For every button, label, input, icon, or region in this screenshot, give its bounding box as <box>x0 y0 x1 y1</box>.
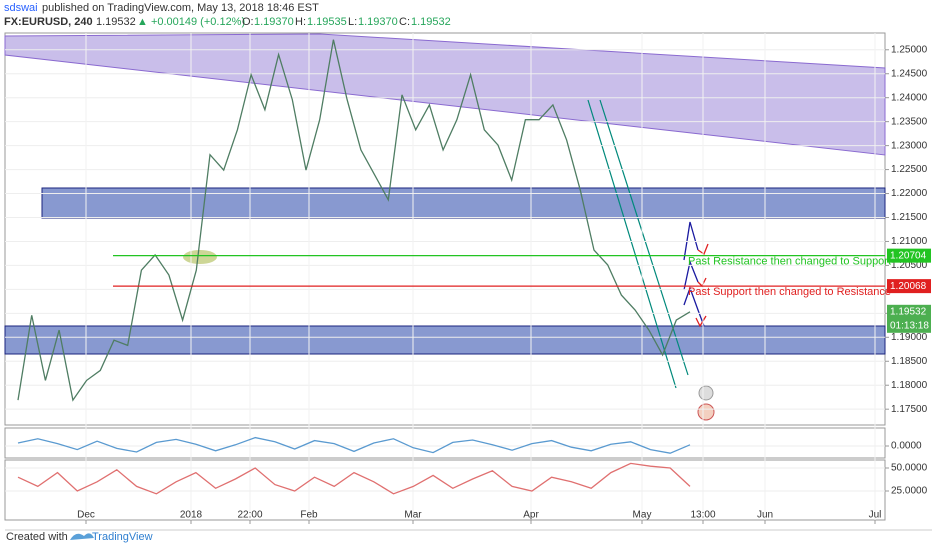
c-label: C: <box>399 16 410 28</box>
highlight <box>183 250 217 264</box>
o: 1.19370 <box>254 16 294 28</box>
level-note: Past Support then changed to Resistance <box>688 286 891 298</box>
y-tick-label: 1.23000 <box>891 140 928 151</box>
o-label: O: <box>242 16 254 28</box>
y-tick-label: 1.21500 <box>891 212 928 223</box>
x-tick-label: Jun <box>757 510 773 521</box>
resistance-zone <box>41 187 886 219</box>
h: 1.19535 <box>307 16 347 28</box>
arrows <box>683 221 709 328</box>
main-pane <box>4 32 886 426</box>
y-tick-label: 1.21000 <box>891 236 928 247</box>
y-tick-label: 1.24000 <box>891 92 928 103</box>
footer-created: Created with <box>6 531 68 543</box>
y-tick-label: 0.0000 <box>891 441 922 452</box>
footer-brand[interactable]: TradingView <box>92 531 153 543</box>
y-tick-label: 1.25000 <box>891 44 928 55</box>
price-line <box>17 39 691 402</box>
change: ▲ +0.00149 (+0.12%) <box>137 16 245 28</box>
level-note: Past Resistance then changed to Support <box>688 256 891 268</box>
y-tick-label: 1.22500 <box>891 164 928 175</box>
x-tick-label: 22:00 <box>237 510 262 521</box>
rsi-line <box>17 462 691 495</box>
y-tick-label: 50.0000 <box>891 463 928 474</box>
x-tick-label: Mar <box>404 510 422 521</box>
x-tick-label: 13:00 <box>690 510 715 521</box>
y-tick-label: 1.18000 <box>891 380 928 391</box>
last: 1.19532 <box>96 16 136 28</box>
y-tick-label: 25.0000 <box>891 486 928 497</box>
price-tag-label: 1.20704 <box>890 250 927 261</box>
price-tag <box>887 279 931 294</box>
rsi-pane <box>4 459 886 521</box>
x-tick-label: Dec <box>77 510 95 521</box>
y-tick-label: 1.18500 <box>891 356 928 367</box>
symbol: FX:EURUSD, 240 <box>4 16 93 28</box>
y-tick-label: 1.20500 <box>891 260 928 271</box>
price-tag-label: 1.20068 <box>890 281 927 292</box>
macd-line <box>17 436 691 454</box>
y-tick-label: 1.23500 <box>891 116 928 127</box>
last-price: 1.19532 <box>890 306 927 317</box>
l-label: L: <box>348 16 357 28</box>
trend-channel <box>4 33 886 156</box>
x-tick-label: May <box>633 510 652 521</box>
x-tick-label: Feb <box>300 510 318 521</box>
l: 1.19370 <box>358 16 398 28</box>
channel-line <box>587 99 677 389</box>
logo <box>70 533 94 540</box>
y-tick-label: 1.22000 <box>891 188 928 199</box>
c: 1.19532 <box>411 16 451 28</box>
countdown: 01:13:18 <box>890 320 929 331</box>
h-label: H: <box>295 16 306 28</box>
macd-pane <box>4 427 886 459</box>
last-tag <box>887 304 931 333</box>
y-tick-label: 1.17500 <box>891 404 928 415</box>
author[interactable]: sdswai <box>4 2 38 14</box>
event-icons <box>697 385 715 421</box>
published: published on TradingView.com, May 13, 20… <box>42 2 319 14</box>
x-tick-label: Jul <box>869 510 882 521</box>
x-tick-label: 2018 <box>180 510 203 521</box>
y-tick-label: 1.24500 <box>891 68 928 79</box>
x-tick-label: Apr <box>523 510 539 521</box>
price-tag <box>887 248 931 263</box>
y-tick-label: 1.19000 <box>891 332 928 343</box>
support-zone <box>4 325 886 355</box>
